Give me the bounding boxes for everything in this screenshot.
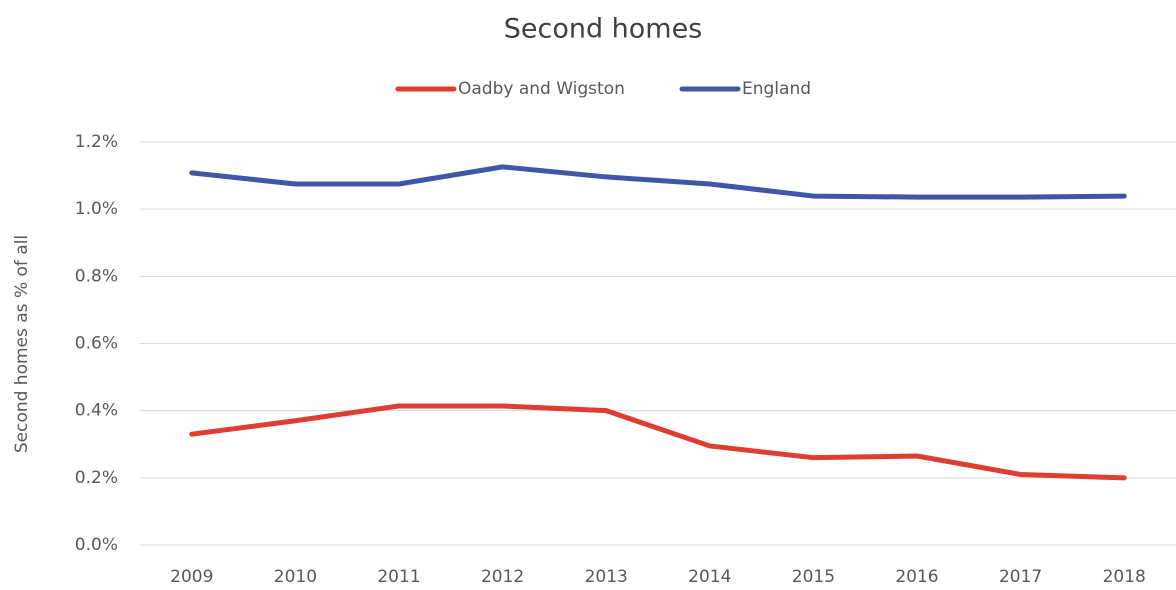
x-tick-label: 2011 [377,567,420,587]
y-tick-label: 1.0% [75,199,118,219]
x-tick-label: 2017 [999,567,1042,587]
y-tick-label: 0.6% [75,334,118,354]
x-tick-label: 2010 [274,567,317,587]
x-tick-label: 2009 [170,567,213,587]
x-tick-label: 2016 [895,567,938,587]
x-tick-label: 2012 [481,567,524,587]
y-tick-label: 0.2% [75,468,118,488]
y-tick-label: 0.0% [75,535,118,555]
chart-title: Second homes [504,14,703,45]
x-tick-label: 2018 [1103,567,1146,587]
legend-label: Oadby and Wigston [458,79,625,99]
x-tick-label: 2015 [792,567,835,587]
x-tick-label: 2014 [688,567,731,587]
line-series [189,164,1127,200]
x-tick-label: 2013 [585,567,628,587]
y-tick-label: 1.2% [75,132,118,152]
y-tick-label: 0.8% [75,266,118,286]
line-series [189,403,1127,481]
y-tick-label: 0.4% [75,401,118,421]
legend-label: England [742,79,811,99]
y-axis-label: Second homes as % of all [12,235,32,453]
